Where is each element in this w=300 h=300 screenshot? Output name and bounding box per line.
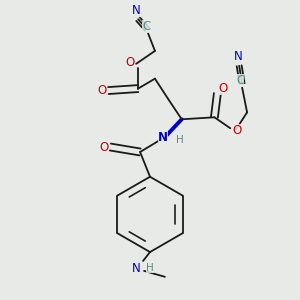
Text: C: C	[236, 74, 244, 87]
Text: N: N	[158, 130, 168, 144]
Text: O: O	[232, 124, 242, 137]
Text: N: N	[132, 4, 140, 17]
Text: O: O	[100, 140, 109, 154]
Text: N: N	[234, 50, 243, 63]
Text: O: O	[98, 84, 107, 97]
Text: C: C	[142, 20, 150, 33]
Text: O: O	[126, 56, 135, 69]
Text: O: O	[219, 82, 228, 95]
Text: H: H	[146, 263, 154, 273]
Text: N: N	[132, 262, 140, 275]
Text: H: H	[176, 135, 184, 145]
